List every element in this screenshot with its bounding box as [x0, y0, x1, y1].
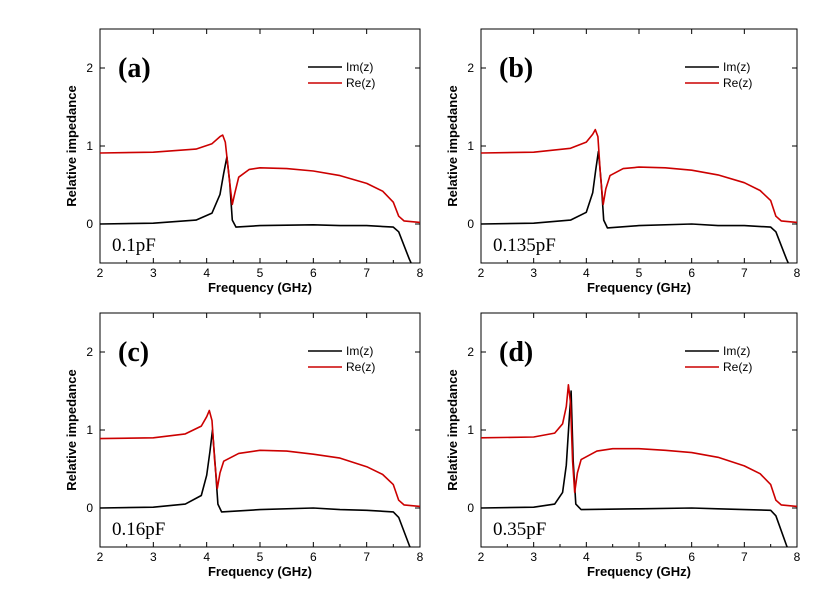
x-tick-label: 4 — [203, 550, 210, 564]
legend-label: Re(z) — [723, 360, 752, 374]
y-tick-label: 0 — [467, 217, 474, 231]
x-tick-label: 5 — [257, 266, 264, 280]
x-tick-label: 3 — [150, 550, 157, 564]
x-tick-label: 2 — [478, 266, 485, 280]
x-axis-title: Frequency (GHz) — [587, 564, 691, 579]
capacitance-label: 0.16pF — [112, 519, 165, 540]
legend-label: Im(z) — [723, 344, 750, 358]
y-axis-title: Relative impedance — [445, 85, 460, 206]
y-tick-label: 1 — [467, 423, 474, 437]
legend-label: Im(z) — [346, 60, 373, 74]
series-line-rez — [100, 409, 420, 508]
x-axis-title: Frequency (GHz) — [208, 564, 312, 579]
y-axis-title: Relative impedance — [445, 369, 460, 490]
panel-label: (d) — [499, 337, 533, 368]
x-tick-label: 4 — [583, 550, 590, 564]
y-tick-label: 2 — [86, 61, 93, 75]
panel-label: (c) — [118, 337, 149, 368]
y-tick-label: 2 — [467, 61, 474, 75]
legend-label: Im(z) — [723, 60, 750, 74]
series-line-imz — [481, 390, 789, 547]
x-tick-label: 5 — [636, 550, 643, 564]
y-axis-title: Relative impedance — [64, 85, 79, 206]
series-line-rez — [481, 128, 797, 224]
x-tick-label: 3 — [150, 266, 157, 280]
panel-label: (a) — [118, 53, 151, 84]
series-line-imz — [100, 429, 411, 547]
y-tick-label: 0 — [86, 217, 93, 231]
x-tick-label: 8 — [794, 266, 801, 280]
x-axis-title: Frequency (GHz) — [208, 280, 312, 295]
legend-label: Re(z) — [723, 76, 752, 90]
chart-panel-c: 2 3 4 5 6 7 8 0 1 2 Frequency (GHz) Relative impeda… — [64, 312, 424, 579]
x-tick-label: 8 — [417, 550, 424, 564]
x-tick-label: 7 — [363, 550, 370, 564]
x-tick-label: 6 — [310, 266, 317, 280]
series-line-rez — [100, 134, 420, 224]
x-tick-label: 5 — [257, 550, 264, 564]
chart-panel-b: 2 3 4 5 6 7 8 0 1 2 Frequency (GHz) Relative impeda… — [445, 28, 801, 295]
legend-label: Im(z) — [346, 344, 373, 358]
panel-label: (b) — [499, 53, 533, 84]
x-tick-label: 2 — [478, 550, 485, 564]
legend-label: Re(z) — [346, 76, 375, 90]
capacitance-label: 0.35pF — [493, 519, 546, 540]
x-tick-label: 7 — [741, 550, 748, 564]
x-tick-label: 4 — [203, 266, 210, 280]
x-tick-label: 2 — [97, 550, 104, 564]
y-tick-label: 1 — [467, 139, 474, 153]
x-tick-label: 4 — [583, 266, 590, 280]
x-tick-label: 7 — [741, 266, 748, 280]
x-tick-label: 3 — [530, 550, 537, 564]
x-tick-label: 5 — [636, 266, 643, 280]
capacitance-label: 0.1pF — [112, 235, 156, 256]
series-line-rez — [481, 383, 797, 508]
y-axis-title: Relative impedance — [64, 369, 79, 490]
x-axis-title: Frequency (GHz) — [587, 280, 691, 295]
x-tick-label: 6 — [310, 550, 317, 564]
x-tick-label: 8 — [417, 266, 424, 280]
x-tick-label: 3 — [530, 266, 537, 280]
y-tick-label: 0 — [86, 501, 93, 515]
chart-panel-d: 2 3 4 5 6 7 8 0 1 2 Frequency (GHz) Relative impeda… — [445, 312, 801, 579]
y-tick-label: 1 — [86, 423, 93, 437]
x-tick-label: 6 — [688, 266, 695, 280]
x-tick-label: 6 — [688, 550, 695, 564]
x-tick-label: 2 — [97, 266, 104, 280]
capacitance-label: 0.135pF — [493, 235, 556, 256]
chart-panel-a: 2 3 4 5 6 7 8 0 1 2 Frequency (GHz) Relative impeda… — [64, 28, 424, 295]
x-tick-label: 8 — [794, 550, 801, 564]
y-tick-label: 0 — [467, 501, 474, 515]
y-tick-label: 2 — [467, 345, 474, 359]
x-tick-label: 7 — [363, 266, 370, 280]
legend-label: Re(z) — [346, 360, 375, 374]
series-line-imz — [481, 150, 790, 263]
series-line-imz — [100, 156, 412, 263]
y-tick-label: 1 — [86, 139, 93, 153]
y-tick-label: 2 — [86, 345, 93, 359]
